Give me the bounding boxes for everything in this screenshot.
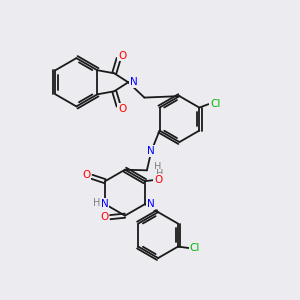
Text: N: N: [147, 199, 154, 209]
Text: Cl: Cl: [190, 243, 200, 253]
Text: N: N: [147, 146, 155, 156]
Text: O: O: [82, 170, 91, 180]
Text: N: N: [130, 77, 137, 87]
Text: H: H: [156, 169, 163, 179]
Text: H: H: [93, 198, 100, 208]
Text: O: O: [100, 212, 109, 222]
Text: O: O: [118, 104, 126, 114]
Text: O: O: [118, 51, 126, 61]
Text: Cl: Cl: [210, 99, 220, 109]
Text: N: N: [100, 199, 108, 209]
Text: H: H: [154, 162, 162, 172]
Text: O: O: [154, 175, 163, 185]
